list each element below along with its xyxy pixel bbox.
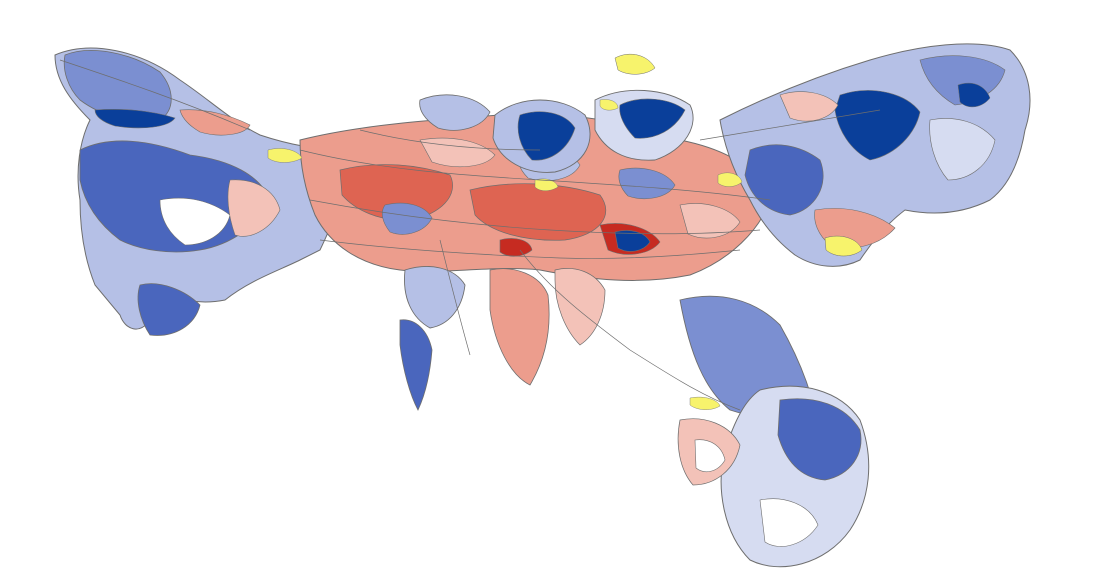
yellow-highlights [267, 99, 743, 410]
yellow-spot-5 [599, 99, 619, 111]
boundary-lines [59, 59, 881, 411]
lower-bottom-blue [777, 398, 862, 481]
lower-bottom-white-2 [759, 498, 819, 547]
left-wing-white-cut [159, 197, 231, 246]
right-wing-dark-2 [957, 82, 991, 108]
boundary-line [519, 249, 741, 411]
left-wing-region [54, 47, 361, 336]
top-yellow-1 [614, 53, 656, 75]
lower-region [399, 266, 870, 568]
lower-mid-red [489, 268, 550, 386]
left-wing-pink [227, 179, 281, 237]
left-wing-darkest [94, 108, 176, 129]
core-dark-red-spot [499, 238, 533, 257]
right-wing-region [719, 43, 1031, 267]
boundary-line [439, 239, 471, 356]
lower-left-tail [399, 319, 433, 411]
right-yellow [824, 235, 863, 257]
core-red-2 [469, 183, 607, 241]
core-dark-blue [614, 230, 651, 252]
lower-bottom-white [694, 439, 726, 473]
right-wing-pale-red [779, 91, 839, 122]
yellow-spot-3 [717, 172, 743, 187]
top-lobe-1-dark [517, 111, 576, 161]
yellow-spot-4 [689, 396, 721, 410]
left-wing-lower-lobe [137, 283, 201, 336]
right-wing-dark-blue [834, 90, 921, 161]
lower-mid-red-2 [554, 268, 606, 346]
core-pale-1 [419, 137, 496, 167]
core-red-1 [339, 164, 453, 221]
yellow-spot-2 [534, 178, 559, 191]
boundary-line [319, 239, 741, 259]
top-lobe-3 [419, 94, 491, 131]
top-lobes-region [419, 53, 694, 173]
left-wing-edge-red [179, 109, 251, 136]
boundary-line [309, 199, 761, 235]
core-blue-1 [381, 202, 433, 235]
core-blue-3 [618, 167, 676, 199]
right-wing-pale-1 [929, 118, 996, 181]
boundary-line [299, 149, 771, 201]
boundary-line [699, 109, 881, 141]
lower-left-lobe [404, 266, 466, 329]
top-lobe-2-dark [619, 98, 686, 139]
core-pale-2 [679, 203, 741, 239]
boundary-line [59, 59, 251, 131]
boundary-line [359, 129, 541, 151]
yellow-spot-1 [267, 148, 303, 163]
